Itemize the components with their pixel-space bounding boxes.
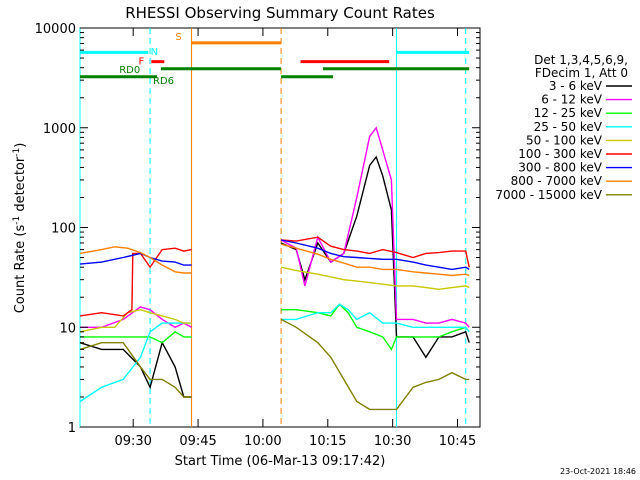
series-line-2-seg1 bbox=[281, 303, 470, 351]
series-line-0-seg0 bbox=[79, 340, 192, 398]
x-tick-label-5: 10:45 bbox=[439, 434, 476, 449]
x-tick-label-2: 10:00 bbox=[244, 434, 281, 449]
legend-label-6: 300 - 800 keV bbox=[518, 161, 602, 175]
series-line-4-seg0 bbox=[79, 308, 192, 333]
chart-title: RHESSI Observing Summary Count Rates bbox=[125, 4, 435, 22]
ylabel-mid: detector bbox=[13, 156, 28, 216]
y-tick-label-2: 100 bbox=[51, 222, 76, 237]
ylabel-sup2: -1 bbox=[12, 148, 22, 157]
legend-label-0: 3 - 6 keV bbox=[549, 79, 603, 93]
legend-label-2: 12 - 25 keV bbox=[534, 106, 603, 120]
y-tick-label-4: 10000 bbox=[35, 22, 76, 37]
legend-label-4: 50 - 100 keV bbox=[526, 133, 603, 147]
series-line-1-seg1 bbox=[280, 126, 470, 328]
series-line-2-seg0 bbox=[80, 330, 192, 344]
series-line-5-seg0 bbox=[79, 247, 192, 317]
flag-label-n: N bbox=[151, 47, 158, 58]
legend-label-3: 25 - 50 keV bbox=[534, 120, 603, 134]
x-axis: 09:30 09:45 10:00 10:15 10:30 10:45 bbox=[114, 28, 476, 449]
series-line-3-seg1 bbox=[281, 303, 470, 333]
series-line-0-seg1 bbox=[280, 155, 470, 359]
series-line-5-seg1 bbox=[281, 236, 470, 268]
flag-label-f: F bbox=[139, 57, 145, 68]
flag-label-rd0: RD0 bbox=[119, 65, 140, 76]
x-axis-label: Start Time (06-Mar-13 09:17:42) bbox=[175, 454, 386, 469]
series-line-6-seg1 bbox=[280, 239, 470, 271]
y-tick-label-1: 10 bbox=[59, 321, 76, 336]
flag-label-s: S bbox=[175, 32, 181, 43]
flag-label-rd6: RD6 bbox=[153, 76, 174, 87]
x-tick-label-3: 10:15 bbox=[309, 434, 346, 449]
legend-label-1: 6 - 12 keV bbox=[541, 93, 603, 107]
series-line-6-seg0 bbox=[79, 252, 192, 266]
y-axis: 1 10 100 1000 10000 bbox=[35, 22, 480, 436]
series-lines bbox=[79, 126, 470, 411]
series-line-1-seg0 bbox=[80, 306, 192, 329]
y-axis-label: Count Rate (s-1 detector-1) bbox=[12, 143, 28, 314]
legend-header-2: FDecim 1, Att 0 bbox=[535, 66, 628, 80]
flag-bars bbox=[80, 41, 470, 79]
legend-label-5: 100 - 300 keV bbox=[518, 147, 602, 161]
x-tick-label-0: 09:30 bbox=[114, 434, 151, 449]
y-tick-label-3: 1000 bbox=[43, 122, 76, 137]
event-vlines bbox=[79, 28, 467, 427]
ylabel-main: Count Rate (s bbox=[13, 225, 28, 314]
y-tick-label-0: 1 bbox=[68, 421, 76, 436]
legend-label-8: 7000 - 15000 keV bbox=[495, 188, 602, 202]
x-tick-label-1: 09:45 bbox=[179, 434, 216, 449]
ylabel-sup1: -1 bbox=[12, 216, 22, 225]
series-line-3-seg0 bbox=[79, 322, 192, 403]
series-line-7-seg0 bbox=[79, 246, 192, 274]
series-line-7-seg1 bbox=[280, 243, 470, 277]
legend-header-1: Det 1,3,4,5,6,9, bbox=[534, 53, 628, 67]
legend: Det 1,3,4,5,6,9, FDecim 1, Att 0 3 - 6 k… bbox=[495, 53, 632, 202]
x-tick-label-4: 10:30 bbox=[374, 434, 411, 449]
ylabel-close: ) bbox=[13, 143, 28, 148]
timestamp: 23-Oct-2021 18:46 bbox=[560, 467, 636, 476]
series-line-8-seg0 bbox=[79, 342, 192, 398]
series-line-8-seg1 bbox=[280, 318, 470, 411]
series-line-4-seg1 bbox=[280, 266, 470, 291]
legend-label-7: 800 - 7000 keV bbox=[511, 174, 603, 188]
